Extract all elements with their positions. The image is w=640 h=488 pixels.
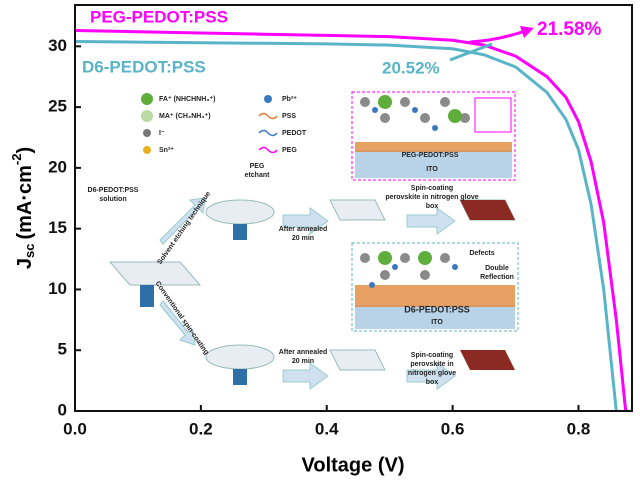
plot-frame (74, 4, 633, 412)
y-tick-label: 0 (58, 400, 67, 419)
inset-label: box (426, 379, 439, 386)
efficiency-label: 21.58% (537, 19, 602, 40)
top-sub-inset (474, 97, 512, 133)
legend-swatch (258, 146, 278, 154)
x-tick-label: 0.4 (315, 419, 339, 438)
perovskite-top (460, 200, 515, 220)
legend-text: I⁻ (159, 130, 165, 137)
legend-text: PSS (282, 113, 296, 120)
ions (360, 97, 470, 280)
route-label: Conventional spin-coating (154, 280, 210, 356)
inset-label: After annealed (279, 349, 328, 356)
legend-swatch (258, 129, 278, 137)
y-tick-label: 10 (48, 279, 67, 298)
series-line (74, 40, 618, 412)
y-tick-label: 15 (48, 218, 67, 237)
inset-label: Reflection (480, 274, 514, 281)
legend-swatch (258, 112, 278, 120)
legend-swatch (143, 129, 151, 137)
y-tick-label: 25 (48, 97, 67, 116)
process-arrows (159, 197, 456, 390)
defects-label: Defects (469, 250, 494, 257)
spinners (140, 224, 247, 385)
pb-ions (369, 107, 458, 288)
y-title-unit: (mA·cm (14, 165, 36, 239)
legend-text: Sn²⁺ (159, 147, 174, 154)
efficiency-arrow (469, 28, 529, 44)
legend-text: PEG (282, 147, 297, 154)
inset-label: 20 min (292, 235, 314, 242)
y-tick-label: 5 (58, 340, 67, 359)
mid-layer (355, 285, 515, 307)
inset-label: nitrogen glove (408, 370, 456, 377)
inset-label: D6-PEDOT:PSS (88, 187, 139, 194)
x-tick-label: 0.0 (63, 419, 87, 438)
inset-label: 20 min (292, 358, 314, 365)
x-tick-label: 0.2 (189, 419, 213, 438)
legend-text: Pb²⁺ (282, 96, 297, 103)
legend-swatch (264, 95, 272, 103)
inset-label: etchant (245, 172, 271, 179)
inset-label: Double (485, 265, 509, 272)
legend-label: D6-PEDOT:PSS (82, 57, 206, 76)
top-ito (355, 150, 512, 178)
y-tick-label: 20 (48, 157, 67, 176)
legend-text: PEDOT (282, 130, 307, 137)
x-axis-title: Voltage (V) (302, 454, 405, 476)
y-tick-label: 30 (48, 36, 67, 55)
fa-ions (378, 95, 462, 265)
y-title-sup: -2 (9, 154, 24, 166)
inset-label: Spin-coating (411, 352, 453, 359)
mid-ito (355, 305, 515, 329)
route-label: Solvent etching technique (156, 190, 212, 265)
series-line (74, 29, 628, 412)
x-tick-label: 0.6 (441, 419, 465, 438)
inset-schematic (108, 91, 519, 390)
plot-area (74, 29, 628, 412)
y-axis-title: Jsc (mA·cm-2) (9, 147, 37, 269)
layer-label: D6-PEDOT:PSS (404, 304, 470, 314)
legend-text: FA⁺ (NHCHNH₃⁺) (159, 96, 216, 103)
inset-label: perovskite in nitrogen glove (385, 194, 478, 201)
y-title-main: J (14, 258, 36, 269)
perovskite-bottom (460, 350, 515, 370)
inset-label: perovskite in (410, 361, 453, 368)
ito-label: ITO (426, 166, 438, 173)
ito-label: ITO (431, 319, 443, 326)
legend-label: PEG-PEDOT:PSS (90, 7, 228, 26)
inset-label: solution (99, 196, 126, 203)
inset-label: Spin-coating (411, 185, 453, 192)
legend-swatch (143, 146, 151, 154)
efficiency-pointer (449, 42, 493, 62)
efficiency-label: 20.52% (382, 58, 440, 77)
layer-label: PEG-PEDOT:PSS (402, 152, 459, 159)
y-title-close: ) (14, 147, 36, 154)
legend-text: MA⁺ (CH₃NH₃⁺) (159, 113, 211, 120)
y-title-sub: sc (22, 244, 37, 258)
inset-label: box (426, 203, 439, 210)
top-layer (355, 142, 512, 152)
arrow-head (520, 26, 534, 38)
legend-swatch (141, 110, 153, 122)
x-tick-label: 0.8 (567, 419, 591, 438)
legend-swatch (141, 93, 153, 105)
inset-label: After annealed (279, 226, 328, 233)
inset-label: PEG (250, 163, 265, 170)
